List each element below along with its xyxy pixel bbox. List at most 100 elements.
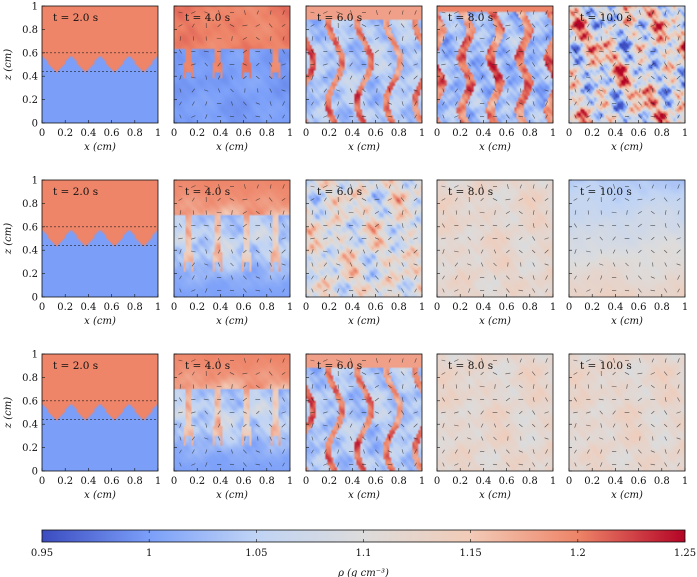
velocity-arrow [664, 262, 667, 267]
velocity-arrow [637, 63, 642, 66]
velocity-arrow [574, 275, 577, 280]
velocity-arrow [376, 184, 378, 189]
velocity-arrow [624, 289, 630, 292]
velocity-arrow [361, 24, 367, 27]
velocity-arrow [454, 449, 458, 454]
velocity-arrow [282, 288, 285, 293]
velocity-arrow [664, 49, 667, 54]
x-tick-label: 0 [171, 302, 177, 313]
velocity-arrow [231, 449, 233, 454]
velocity-arrow [282, 462, 285, 467]
x-tick-label: 0.4 [607, 128, 623, 139]
velocity-arrow [401, 10, 404, 15]
velocity-arrow [442, 262, 445, 267]
velocity-arrow [255, 450, 260, 453]
velocity-arrow [269, 436, 272, 441]
velocity-arrow [545, 275, 548, 280]
velocity-arrow [467, 89, 472, 92]
velocity-arrow [480, 236, 484, 241]
y-tick-label: 0.2 [22, 95, 38, 106]
x-tick-label: 0.4 [607, 302, 623, 313]
velocity-arrow [191, 359, 196, 362]
x-tick-label: 0 [303, 302, 309, 313]
velocity-arrow [454, 115, 459, 118]
velocity-arrow [664, 223, 667, 228]
x-tick-label: 0.8 [127, 302, 143, 313]
velocity-arrow [624, 50, 630, 53]
velocity-arrow [311, 223, 314, 228]
velocity-arrow [337, 75, 339, 80]
panel-frame [173, 353, 291, 472]
velocity-arrow [505, 237, 510, 240]
velocity-arrow [532, 62, 536, 67]
velocity-arrow [468, 288, 471, 293]
velocity-arrow [531, 371, 536, 376]
velocity-arrow [268, 23, 273, 28]
velocity-arrow [612, 197, 616, 202]
velocity-arrow [492, 398, 498, 401]
velocity-arrow [191, 11, 196, 14]
velocity-arrow [323, 76, 328, 79]
x-axis-label: x (cm) [84, 142, 116, 153]
velocity-arrow [574, 384, 577, 389]
velocity-arrow [348, 385, 354, 388]
velocity-arrow [467, 437, 472, 440]
velocity-arrow [454, 250, 459, 253]
velocity-arrow [650, 198, 655, 201]
velocity-arrow [676, 63, 681, 66]
x-tick-label: 0 [171, 476, 177, 487]
velocity-arrow [229, 50, 235, 53]
velocity-arrow [467, 410, 471, 415]
x-tick-label: 0.4 [80, 476, 96, 487]
velocity-arrow [179, 262, 182, 267]
x-tick-label: 0.4 [475, 128, 491, 139]
velocity-arrow [507, 184, 509, 189]
panel-r2-c3: t = 6.0 s 0 0.2 0.4 0.6 0.8 1 x (cm) [303, 179, 425, 327]
x-tick-label: 0.6 [368, 476, 384, 487]
velocity-arrow [586, 262, 590, 267]
velocity-arrow [413, 198, 418, 201]
velocity-arrow [401, 436, 404, 441]
velocity-arrow [676, 423, 681, 428]
velocity-arrow [363, 249, 365, 254]
velocity-arrow [217, 23, 221, 28]
velocity-arrow [401, 288, 405, 293]
velocity-arrow [387, 102, 392, 105]
velocity-arrow [468, 114, 471, 119]
velocity-arrow [574, 49, 577, 54]
velocity-arrow [282, 397, 285, 402]
x-tick-label: 1 [287, 128, 293, 139]
x-tick-label: 0.6 [104, 302, 120, 313]
velocity-arrow [493, 262, 497, 267]
velocity-arrow [677, 184, 680, 189]
velocity-arrow [506, 462, 510, 467]
velocity-arrow [311, 449, 314, 454]
velocity-arrow [544, 437, 549, 440]
velocity-arrow [664, 36, 667, 41]
velocity-arrow [361, 224, 367, 227]
velocity-arrow [216, 385, 222, 388]
velocity-arrow [664, 436, 667, 441]
velocity-arrow [613, 184, 616, 189]
velocity-arrow [468, 101, 471, 106]
velocity-arrow [179, 423, 182, 428]
velocity-arrow [361, 463, 367, 466]
x-axis-label: x (cm) [84, 316, 116, 327]
x-tick-label: 0.8 [259, 302, 275, 313]
velocity-arrow [466, 398, 472, 401]
y-tick-label: 0 [32, 467, 38, 478]
x-tick-label: 0.4 [344, 128, 360, 139]
velocity-arrow [311, 288, 314, 293]
velocity-arrow [545, 384, 548, 389]
velocity-arrow [311, 210, 314, 215]
velocity-arrow [545, 184, 548, 189]
velocity-arrow [586, 11, 591, 14]
velocity-arrow [349, 75, 353, 80]
velocity-arrow [401, 88, 404, 93]
velocity-arrow [637, 397, 642, 402]
y-axis-label: z (cm) [3, 397, 14, 429]
velocity-arrow [518, 289, 524, 292]
velocity-arrow [676, 237, 681, 240]
velocity-arrow [600, 462, 603, 467]
velocity-arrow [281, 75, 286, 80]
